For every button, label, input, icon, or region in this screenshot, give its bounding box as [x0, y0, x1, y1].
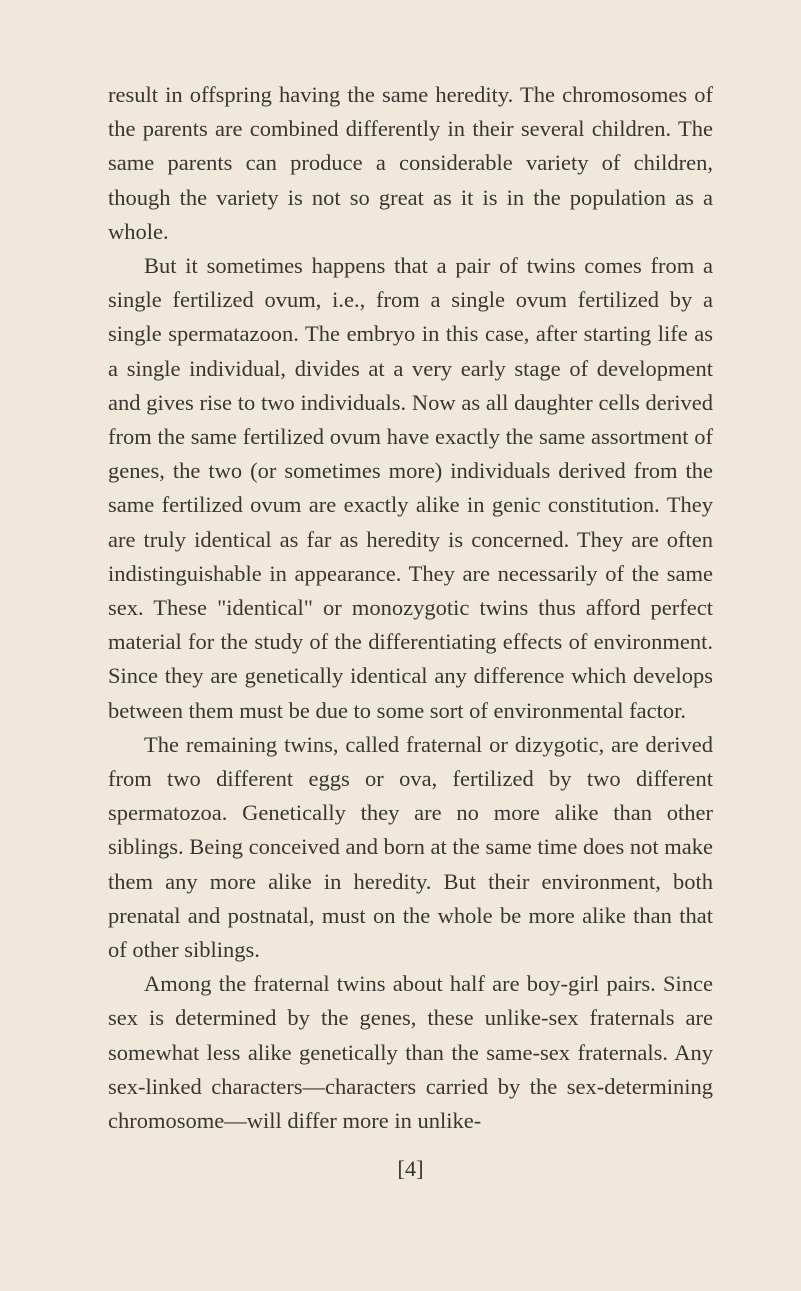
- book-page: result in offspring having the same here…: [0, 0, 801, 1291]
- paragraph-2: But it sometimes happens that a pair of …: [108, 249, 713, 728]
- paragraph-4: Among the fraternal twins about half are…: [108, 967, 713, 1138]
- page-number: [4]: [108, 1156, 713, 1182]
- paragraph-1: result in offspring having the same here…: [108, 78, 713, 249]
- paragraph-3: The remaining twins, called fraternal or…: [108, 728, 713, 967]
